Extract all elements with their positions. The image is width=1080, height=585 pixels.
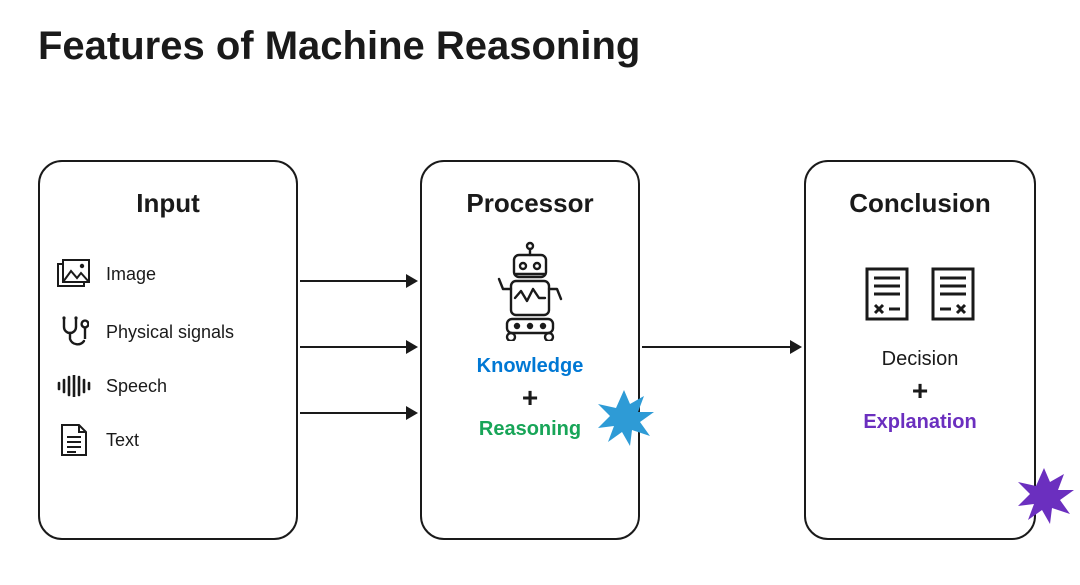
input-item-label: Text — [106, 430, 139, 451]
image-icon — [56, 259, 92, 289]
arrow-input-processor — [300, 346, 416, 348]
processor-box: Processor — [420, 160, 640, 540]
starburst-icon — [1014, 468, 1074, 529]
input-title: Input — [40, 188, 296, 219]
input-item-label: Image — [106, 264, 156, 285]
stethoscope-icon — [56, 315, 92, 349]
input-box: Input Image — [38, 160, 298, 540]
input-list: Image Physical signals — [40, 259, 296, 457]
starburst-icon — [594, 390, 654, 451]
explanation-label: Explanation — [806, 411, 1034, 434]
conclusion-docs — [806, 267, 1034, 326]
conclusion-box: Conclusion — [804, 160, 1036, 540]
slide-title: Features of Machine Reasoning — [38, 24, 640, 69]
arrow-processor-conclusion — [642, 346, 800, 348]
doc-checked-icon — [865, 267, 909, 326]
plus-symbol: + — [806, 375, 1034, 407]
arrow-input-processor — [300, 412, 416, 414]
conclusion-terms: Decision + Explanation — [806, 348, 1034, 434]
diagram: Input Image — [38, 160, 1058, 560]
input-item-physical: Physical signals — [56, 315, 296, 349]
doc-checked-icon — [931, 267, 975, 326]
input-item-speech: Speech — [56, 375, 296, 397]
speech-icon — [56, 375, 92, 397]
arrow-input-processor — [300, 280, 416, 282]
input-item-label: Physical signals — [106, 322, 234, 343]
input-item-image: Image — [56, 259, 296, 289]
knowledge-label: Knowledge — [422, 355, 638, 378]
input-item-label: Speech — [106, 376, 167, 397]
decision-label: Decision — [806, 348, 1034, 371]
text-icon — [56, 423, 92, 457]
robot-icon — [422, 241, 638, 341]
input-item-text: Text — [56, 423, 296, 457]
processor-title: Processor — [422, 188, 638, 219]
conclusion-title: Conclusion — [806, 188, 1034, 219]
